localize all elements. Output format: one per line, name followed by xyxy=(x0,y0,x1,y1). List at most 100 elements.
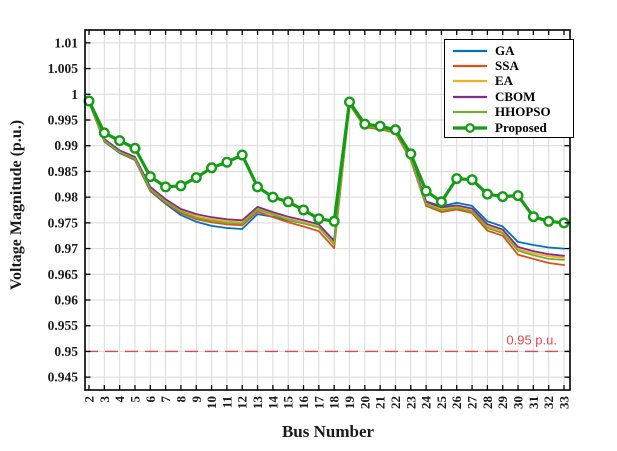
series-marker-proposed xyxy=(420,185,432,197)
reference-line-label: 0.95 p.u. xyxy=(506,332,557,347)
x-tick-label: 17 xyxy=(311,396,326,410)
y-axis-label: Voltage Magnitude (p.u.) xyxy=(8,119,25,291)
y-tick-label: 0.995 xyxy=(48,113,79,128)
x-tick-label: 4 xyxy=(112,396,127,403)
x-tick-label: 7 xyxy=(158,396,173,403)
x-tick-label: 19 xyxy=(342,396,357,410)
series-marker-proposed xyxy=(282,196,294,208)
series-marker-proposed xyxy=(267,191,279,203)
series-marker-proposed xyxy=(512,190,524,202)
series-marker-proposed xyxy=(497,191,509,203)
legend-line-sample xyxy=(453,95,487,98)
y-tick-label: 1 xyxy=(71,87,78,102)
x-tick-label: 6 xyxy=(143,396,158,403)
legend-label: GA xyxy=(495,42,515,58)
x-tick-label: 11 xyxy=(219,396,234,408)
y-tick-label: 0.985 xyxy=(48,164,79,179)
x-tick-label: 28 xyxy=(480,396,495,410)
y-tick-label: 0.965 xyxy=(48,267,79,282)
series-marker-proposed xyxy=(359,118,371,130)
series-marker-proposed xyxy=(374,120,386,132)
series-marker-proposed xyxy=(236,149,248,161)
series-marker-proposed xyxy=(144,171,156,183)
x-tick-label: 23 xyxy=(403,396,418,410)
series-marker-proposed xyxy=(390,124,402,136)
legend-item-ga: GA xyxy=(451,43,569,58)
x-tick-label: 22 xyxy=(388,396,403,409)
y-tick-label: 1.01 xyxy=(54,35,78,50)
x-tick-label: 9 xyxy=(189,396,204,403)
x-tick-label: 16 xyxy=(296,396,311,410)
series-marker-proposed xyxy=(221,156,233,168)
series-line-cbom xyxy=(88,100,565,257)
x-tick-label: 27 xyxy=(465,396,480,410)
series-marker-proposed xyxy=(527,211,539,223)
x-tick-label: 33 xyxy=(557,396,572,410)
y-tick-label: 0.945 xyxy=(48,370,79,385)
series-marker-proposed xyxy=(98,127,110,139)
legend-item-cbom: CBOM xyxy=(451,89,569,104)
y-tick-label: 0.96 xyxy=(54,293,78,308)
legend-line-sample xyxy=(453,49,487,52)
x-tick-label: 3 xyxy=(97,396,112,403)
series-marker-proposed xyxy=(435,196,447,208)
y-tick-label: 0.955 xyxy=(48,318,79,333)
legend-label: HHOPSO xyxy=(495,104,551,120)
series-marker-proposed xyxy=(344,96,356,108)
series-marker-proposed xyxy=(451,173,463,185)
x-tick-label: 31 xyxy=(526,396,541,409)
legend-item-ea: EA xyxy=(451,74,569,89)
x-tick-label: 13 xyxy=(250,396,265,410)
series-marker-proposed xyxy=(543,215,555,227)
legend-line-sample xyxy=(453,122,487,133)
y-tick-label: 0.98 xyxy=(54,190,78,205)
series-marker-proposed xyxy=(405,148,417,160)
series-marker-proposed xyxy=(466,174,478,186)
x-axis-label: Bus Number xyxy=(281,422,375,441)
series-marker-proposed xyxy=(129,142,141,154)
x-tick-label: 10 xyxy=(204,396,219,409)
series-marker-proposed xyxy=(313,213,325,225)
legend-line-sample xyxy=(453,64,487,68)
legend-item-hhopso: HHOPSO xyxy=(451,105,569,120)
legend-label: Proposed xyxy=(495,119,547,135)
x-tick-label: 12 xyxy=(235,396,250,409)
x-tick-label: 30 xyxy=(511,396,526,409)
series-marker-proposed xyxy=(328,215,340,227)
x-tick-label: 24 xyxy=(419,396,434,410)
x-tick-label: 15 xyxy=(281,396,296,410)
series-marker-proposed xyxy=(206,162,218,174)
x-tick-label: 8 xyxy=(173,396,188,403)
x-tick-label: 29 xyxy=(495,396,510,410)
series-line-ssa xyxy=(88,101,565,266)
series-marker-proposed xyxy=(114,135,126,147)
x-tick-label: 32 xyxy=(541,396,556,409)
y-tick-label: 0.97 xyxy=(54,241,78,256)
series-marker-proposed xyxy=(481,188,493,200)
series-marker-proposed xyxy=(160,181,172,193)
x-tick-label: 21 xyxy=(373,396,388,409)
series-line-hhopso xyxy=(88,100,565,261)
y-tick-label: 0.95 xyxy=(54,344,78,359)
legend-line-sample xyxy=(453,111,487,114)
series-marker-proposed xyxy=(251,181,263,193)
legend-item-ssa: SSA xyxy=(451,58,569,73)
series-marker-proposed xyxy=(83,95,95,107)
series-marker-proposed xyxy=(190,172,202,184)
legend-label: SSA xyxy=(495,58,519,74)
x-tick-label: 26 xyxy=(449,396,464,410)
axes-frame xyxy=(84,29,571,391)
x-tick-label: 14 xyxy=(265,396,280,410)
y-tick-label: 0.99 xyxy=(54,138,78,153)
legend-label: CBOM xyxy=(495,88,536,104)
y-tick-label: 1.005 xyxy=(48,61,79,76)
series-marker-proposed xyxy=(175,180,187,192)
x-tick-label: 18 xyxy=(327,396,342,410)
x-tick-label: 20 xyxy=(357,396,372,409)
series-marker-proposed xyxy=(298,204,310,216)
legend-item-proposed: Proposed xyxy=(451,120,569,135)
x-tick-label: 25 xyxy=(434,396,449,410)
y-tick-label: 0.975 xyxy=(48,215,79,230)
